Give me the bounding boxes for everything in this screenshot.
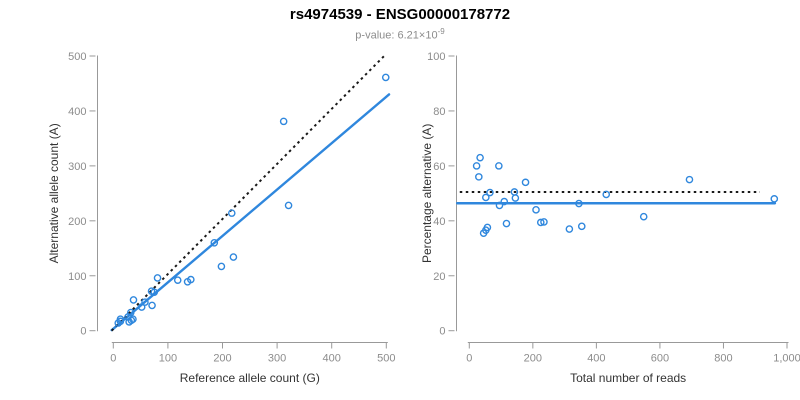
data-point[interactable] bbox=[153, 274, 162, 282]
regression-line bbox=[110, 93, 391, 332]
x-tick-label: 200 bbox=[524, 353, 542, 365]
data-point[interactable] bbox=[639, 212, 648, 221]
y-tick-label: 100 bbox=[68, 271, 86, 283]
x-tick-label: 100 bbox=[159, 353, 177, 365]
x-axis-title: Total number of reads bbox=[570, 371, 686, 385]
data-point[interactable] bbox=[116, 317, 125, 326]
data-point[interactable] bbox=[284, 201, 293, 210]
data-point[interactable] bbox=[148, 301, 156, 310]
data-point[interactable] bbox=[536, 218, 545, 227]
data-point[interactable] bbox=[173, 276, 182, 284]
data-point[interactable] bbox=[279, 117, 288, 126]
data-point[interactable] bbox=[482, 193, 490, 202]
x-tick-label: 0 bbox=[466, 353, 472, 365]
data-point[interactable] bbox=[187, 275, 195, 284]
y-tick-label: 100 bbox=[427, 51, 445, 63]
data-point[interactable] bbox=[150, 288, 159, 297]
data-point[interactable] bbox=[210, 238, 219, 247]
data-point[interactable] bbox=[502, 219, 511, 228]
data-point[interactable] bbox=[770, 195, 779, 203]
data-point[interactable] bbox=[521, 178, 530, 187]
data-point[interactable] bbox=[565, 225, 574, 233]
data-point[interactable] bbox=[495, 201, 504, 210]
data-point[interactable] bbox=[129, 296, 138, 304]
y-tick-label: 0 bbox=[80, 326, 86, 338]
x-tick-label: 400 bbox=[323, 353, 341, 365]
data-point[interactable] bbox=[532, 206, 540, 214]
data-point[interactable] bbox=[126, 308, 135, 317]
data-point[interactable] bbox=[475, 173, 483, 181]
x-tick-label: 600 bbox=[651, 353, 669, 365]
chart-subtitle: p-value: 6.21×10-9 bbox=[0, 27, 800, 42]
pvalue-exponent: -9 bbox=[437, 27, 445, 36]
y-tick-label: 60 bbox=[433, 161, 445, 173]
data-point[interactable] bbox=[577, 222, 586, 231]
data-point[interactable] bbox=[472, 162, 481, 170]
y-tick-label: 300 bbox=[68, 161, 86, 173]
data-point[interactable] bbox=[227, 209, 236, 217]
data-point[interactable] bbox=[685, 175, 694, 184]
x-tick-label: 400 bbox=[587, 353, 605, 365]
data-point[interactable] bbox=[476, 153, 484, 162]
x-tick-label: 300 bbox=[268, 353, 286, 365]
chart-title: rs4974539 - ENSG00000178772 bbox=[289, 6, 511, 23]
x-axis-title: Reference allele count (G) bbox=[180, 371, 320, 385]
data-point[interactable] bbox=[540, 218, 548, 226]
x-tick-label: 200 bbox=[213, 353, 231, 365]
x-tick-label: 1,000 bbox=[773, 353, 800, 365]
y-tick-label: 0 bbox=[439, 326, 445, 338]
data-point[interactable] bbox=[486, 188, 494, 197]
data-point[interactable] bbox=[217, 262, 226, 271]
y-tick-label: 40 bbox=[433, 216, 445, 228]
data-point[interactable] bbox=[495, 162, 503, 170]
data-point[interactable] bbox=[511, 194, 520, 202]
y-tick-label: 400 bbox=[68, 106, 86, 118]
x-tick-label: 0 bbox=[110, 353, 116, 365]
y-axis-title: Alternative allele count (A) bbox=[47, 123, 61, 263]
y-axis-title: Percentage alternative (A) bbox=[420, 124, 434, 263]
y-tick-label: 500 bbox=[68, 51, 86, 63]
x-tick-label: 800 bbox=[714, 353, 732, 365]
data-point[interactable] bbox=[141, 298, 149, 306]
data-point[interactable] bbox=[602, 190, 611, 199]
identity-line bbox=[110, 55, 385, 332]
data-point[interactable] bbox=[229, 253, 238, 261]
data-point[interactable] bbox=[500, 197, 509, 206]
data-point[interactable] bbox=[575, 199, 583, 208]
y-tick-label: 200 bbox=[68, 216, 86, 228]
pvalue-text: p-value: 6.21×10 bbox=[355, 29, 438, 42]
y-tick-label: 20 bbox=[433, 271, 445, 283]
data-point[interactable] bbox=[381, 73, 390, 82]
x-tick-label: 500 bbox=[377, 353, 395, 365]
data-point[interactable] bbox=[483, 223, 492, 232]
y-tick-label: 80 bbox=[433, 106, 445, 118]
